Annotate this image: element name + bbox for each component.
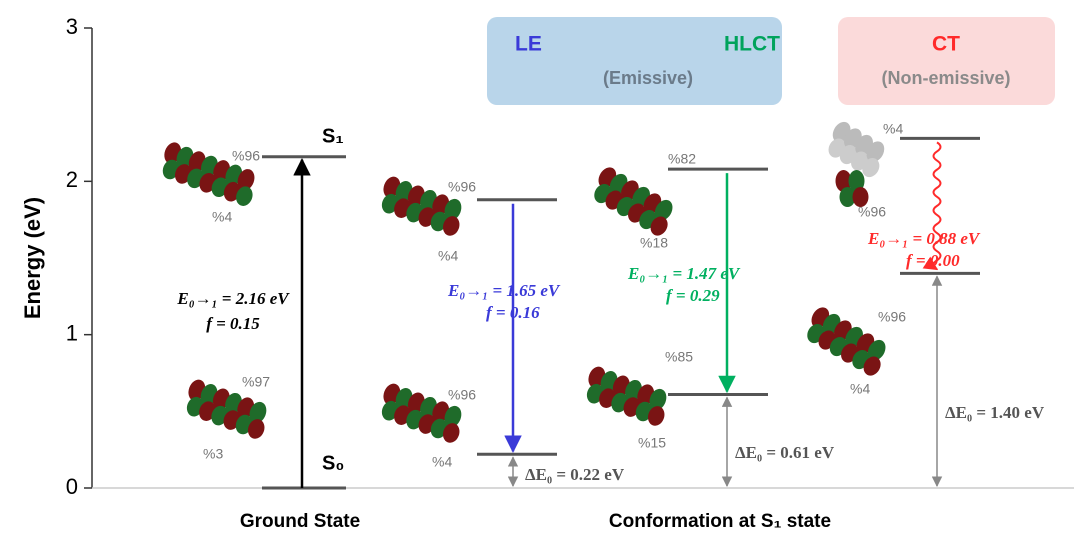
orbital-percent: %18 (640, 235, 668, 251)
gap-label: ΔE₀ = 1.40 eV (945, 403, 1045, 422)
orbital-percent: %96 (448, 387, 476, 403)
y-tick-label: 0 (66, 474, 78, 499)
legend-label: (Emissive) (603, 68, 693, 88)
y-axis-label: Energy (eV) (20, 197, 45, 319)
orbital-percent: %15 (638, 435, 666, 451)
orbital-percent: %96 (232, 148, 260, 164)
legend-label: HLCT (724, 33, 780, 56)
orbital-percent: %4 (438, 248, 458, 264)
legend-label: (Non-emissive) (881, 68, 1010, 88)
orbital-percent: %4 (850, 381, 870, 397)
legend-label: LE (515, 33, 542, 56)
chart: Energy (eV) Ground State Conformation at… (0, 0, 1074, 535)
oscillator-strength: f = 0.16 (486, 303, 540, 322)
group-label: Conformation at S₁ state (609, 511, 831, 532)
y-tick-label: 3 (66, 14, 78, 39)
oscillator-strength: f = 0.00 (906, 251, 960, 270)
group-label: Ground State (240, 511, 360, 532)
orbital-percent: %82 (668, 151, 696, 167)
transition-energy: E₀→₁ = 2.16 eV (176, 289, 290, 308)
orbital-percent: %85 (665, 349, 693, 365)
state-label: S₀ (322, 452, 344, 474)
orbital (580, 364, 673, 428)
orbital-percent: %97 (242, 374, 270, 390)
orbital-percent: %4 (212, 209, 232, 225)
orbital (587, 164, 679, 239)
oscillator-strength: f = 0.15 (206, 314, 260, 333)
legend-label: CT (932, 33, 960, 56)
gap-label: ΔE₀ = 0.61 eV (735, 443, 835, 462)
orbital-percent: %96 (448, 179, 476, 195)
y-tick-label: 2 (66, 167, 78, 192)
oscillator-strength: f = 0.29 (666, 286, 720, 305)
orbital-percent: %4 (432, 454, 452, 470)
gap-label: ΔE₀ = 0.22 eV (525, 465, 625, 484)
legend-box (838, 17, 1055, 105)
orbital-percent: %4 (883, 121, 903, 137)
orbital-percent: %3 (203, 446, 223, 462)
transition-energy: E₀→₁ = 0.88 eV (867, 229, 981, 248)
transition-energy: E₀→₁ = 1.47 eV (627, 264, 741, 283)
legend-box (487, 17, 782, 105)
orbital (836, 170, 869, 207)
state-label: S₁ (322, 125, 344, 147)
orbital-percent: %96 (878, 309, 906, 325)
orbital-percent: %96 (858, 204, 886, 220)
transition-energy: E₀→₁ = 1.65 eV (447, 281, 561, 300)
y-tick-label: 1 (66, 320, 78, 345)
